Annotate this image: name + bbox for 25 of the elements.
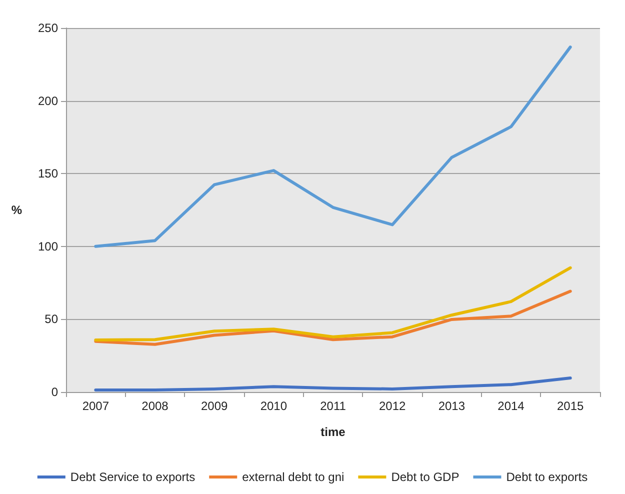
x-axis-title: time — [320, 425, 346, 439]
y-axis-title: % — [11, 203, 22, 217]
legend-label: Debt to exports — [506, 470, 588, 484]
line-series — [94, 46, 572, 248]
x-tick-label: 2007 — [82, 399, 110, 413]
x-tick-label: 2015 — [556, 399, 584, 413]
y-tick-label: 0 — [51, 385, 58, 399]
y-tick-label: 100 — [38, 239, 58, 254]
line-series — [94, 376, 572, 392]
y-tick-label: 200 — [38, 94, 58, 108]
y-tick-label: 50 — [44, 312, 58, 326]
x-tick-label: 2008 — [142, 399, 169, 413]
line-series — [94, 266, 572, 342]
y-tick-label: 250 — [38, 21, 58, 35]
line-series — [94, 290, 572, 346]
x-tick-label: 2010 — [260, 399, 288, 413]
legend-label: external debt to gni — [242, 470, 344, 484]
x-tick-label: 2014 — [498, 399, 525, 413]
legend-label: Debt to GDP — [391, 470, 460, 484]
x-tick-label: 2009 — [200, 399, 228, 413]
x-tick-label: 2012 — [378, 399, 406, 413]
legend-label: Debt Service to exports — [70, 470, 196, 484]
x-tick-label: 2011 — [320, 399, 346, 413]
x-tick-label: 2013 — [438, 399, 466, 413]
y-tick-label: 150 — [38, 166, 58, 181]
